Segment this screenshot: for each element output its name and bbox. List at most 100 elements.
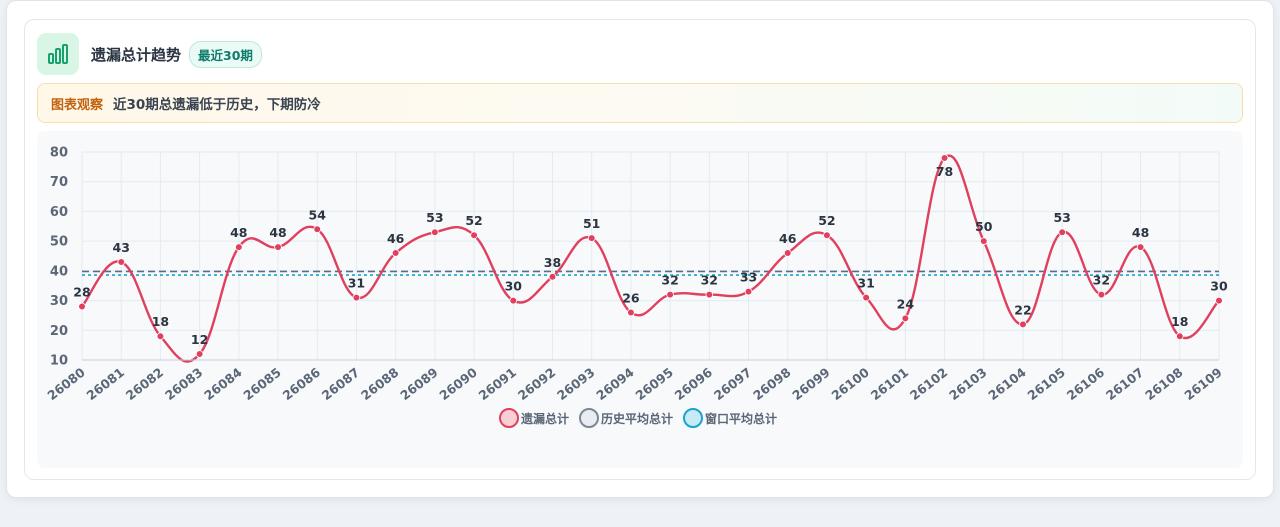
x-tick-label: 26090 [436,364,480,403]
y-tick-label: 70 [50,175,68,190]
data-labels: 28 43 18 12 48 48 54 31 46 53 52 30 38 51 26 32 32 33 46 52… [73,164,1228,347]
x-tick-label: 26093 [554,365,598,404]
x-tick-label: 26096 [672,364,716,403]
chart-legend: 遗漏总计 历史平均总计 窗口平均总计 [0,408,1280,428]
data-point [78,302,86,311]
x-tick-label: 26104 [985,364,1029,403]
y-tick-label: 80 [50,146,68,161]
bar-chart-icon [37,33,79,75]
data-label: 51 [583,216,600,231]
x-tick-label: 26089 [397,365,441,404]
data-label: 28 [73,285,90,300]
reference-lines [82,270,1219,276]
data-point [470,231,478,240]
x-tick-label: 26106 [1064,364,1108,403]
x-tick-label: 26084 [201,364,245,403]
chart-panel [37,131,1243,468]
data-label: 52 [465,213,482,228]
y-tick-label: 30 [50,294,68,309]
data-label: 26 [622,290,640,305]
data-label: 31 [857,276,874,291]
data-point [391,249,400,257]
x-tick-label: 26099 [789,365,833,404]
data-point [1136,243,1145,251]
data-point [431,228,439,237]
card-header: 遗漏总计趋势 最近30期 [37,32,262,76]
legend-swatch-history-avg [578,408,599,428]
data-point [705,290,714,299]
data-label: 43 [113,240,130,255]
data-label: 30 [1210,279,1228,294]
legend-label-window-avg: 窗口平均总计 [705,411,778,426]
x-tick-label: 26083 [162,365,206,404]
data-point [1175,332,1184,341]
legend-swatch-series [498,408,519,428]
y-tick-label: 60 [50,205,68,220]
series-layer [78,154,1223,363]
data-label: 46 [779,231,797,246]
x-tick-label: 26098 [750,365,794,404]
data-point [627,308,635,317]
legend-swatch-window-avg [683,408,703,428]
data-label: 53 [426,210,443,225]
x-tick-label: 26103 [946,365,990,404]
data-label: 52 [818,213,835,228]
data-point [940,154,949,162]
y-tick-label: 50 [50,235,68,250]
data-point [548,272,557,281]
x-tick-label: 26082 [123,365,167,404]
data-point [862,293,870,302]
data-point [1097,290,1106,299]
period-badge: 最近30期 [189,40,262,68]
data-label: 48 [1132,225,1149,240]
data-label: 18 [152,314,169,329]
y-tick-label: 20 [50,324,68,339]
data-label: 24 [897,296,915,311]
legend-item-series[interactable]: 遗漏总计 [498,408,569,428]
legend-label-series: 遗漏总计 [520,411,569,426]
y-tick-label: 10 [50,354,68,369]
data-point [1215,296,1223,305]
x-tick-label: 26092 [515,365,559,404]
data-point [783,249,792,257]
data-point [823,231,831,240]
data-label: 33 [740,270,757,285]
trend-card: 遗漏总计趋势 最近30期 图表观察 近30期总遗漏低于历史，下期防冷 [24,19,1256,480]
data-point [901,314,910,323]
data-label: 54 [309,207,327,222]
data-label: 31 [348,276,365,291]
x-tick-label: 26108 [1142,365,1186,404]
data-label: 18 [1171,314,1188,329]
data-label: 32 [661,273,678,288]
data-point [587,234,596,242]
legend-label-history-avg: 历史平均总计 [600,411,673,426]
data-label: 32 [701,273,718,288]
data-label: 22 [1014,302,1031,317]
data-label: 38 [544,255,561,270]
card-title: 遗漏总计趋势 [91,45,182,64]
x-tick-label: 26107 [1103,365,1147,404]
data-point [1058,228,1066,237]
data-point [979,237,988,245]
data-point [313,225,322,234]
chart-observation: 图表观察 近30期总遗漏低于历史，下期防冷 [37,83,1243,123]
data-label: 30 [505,279,523,294]
x-tick-label: 26088 [358,365,402,404]
x-tick-label: 26095 [632,365,676,404]
observation-text: 近30期总遗漏低于历史，下期防冷 [113,97,321,113]
data-point [1019,320,1027,329]
legend-item-window-avg[interactable]: 窗口平均总计 [683,408,777,428]
data-point [666,290,674,299]
x-tick-label: 26094 [593,364,637,403]
x-tick-label: 26102 [907,365,951,404]
x-tick-label: 26085 [240,365,284,404]
x-tick-label: 26101 [868,365,912,404]
observation-tag: 图表观察 [51,97,104,113]
x-tick-label: 26087 [319,365,363,404]
x-tick-label: 26097 [711,365,755,404]
data-point [117,258,126,266]
x-tick-label: 26086 [280,364,324,403]
legend-item-history-avg[interactable]: 历史平均总计 [578,408,673,428]
data-label: 78 [936,164,953,179]
